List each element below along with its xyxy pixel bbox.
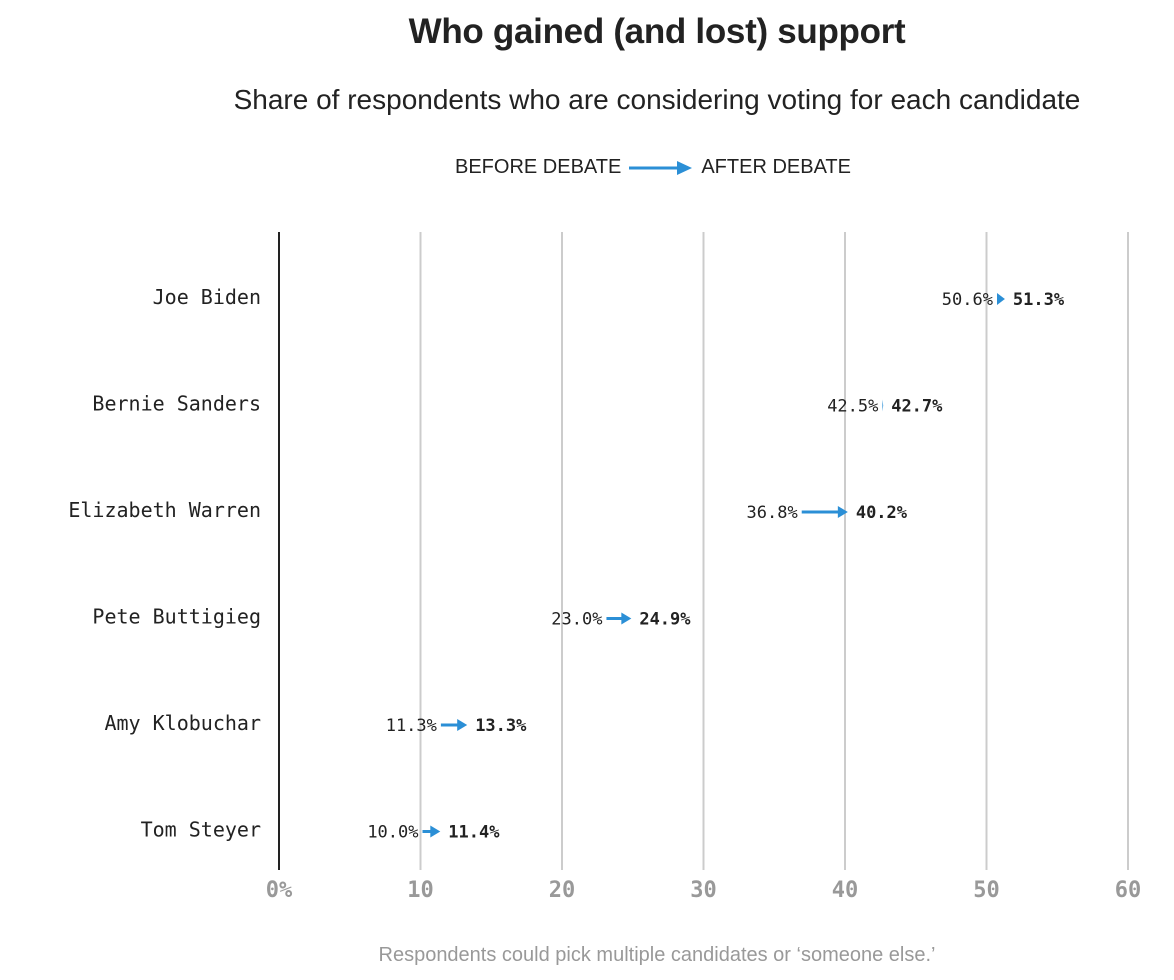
x-tick-label: 30	[690, 878, 717, 903]
x-tick-label: 20	[549, 878, 576, 903]
x-tick-label: 50	[973, 878, 1000, 903]
arrow-head	[430, 825, 441, 838]
category-label: Elizabeth Warren	[68, 498, 261, 522]
x-tick-label: 10	[407, 878, 434, 903]
arrow-head	[882, 399, 884, 412]
category-label: Tom Steyer	[141, 818, 261, 842]
legend-before-label: BEFORE DEBATE	[455, 156, 622, 178]
arrow-head	[621, 612, 632, 625]
legend-after-label: AFTER DEBATE	[701, 156, 851, 178]
chart-footnote: Respondents could pick multiple candidat…	[378, 944, 936, 966]
category-label: Pete Buttigieg	[92, 605, 261, 629]
x-tick-label: 40	[832, 878, 859, 903]
arrow-head	[996, 293, 1005, 305]
after-value-label: 24.9%	[639, 610, 691, 630]
chart-plot: 0% 10 20 30 40 50 60 Joe Biden 50.6% 51.3% Bernie …	[68, 232, 1142, 903]
arrow-head	[837, 506, 848, 518]
after-value-label: 40.2%	[856, 503, 908, 523]
before-value-label: 50.6%	[942, 290, 993, 310]
after-value-label: 51.3%	[1013, 290, 1065, 310]
category-label: Bernie Sanders	[92, 392, 261, 416]
before-value-label: 23.0%	[551, 610, 602, 630]
category-label: Joe Biden	[153, 285, 261, 309]
after-value-label: 42.7%	[891, 397, 943, 417]
chart-subtitle: Share of respondents who are considering…	[233, 84, 1081, 115]
chart-title: Who gained (and lost) support	[408, 12, 906, 51]
x-tick-label: 0%	[266, 878, 293, 903]
before-value-label: 42.5%	[827, 397, 878, 417]
x-tick-label: 60	[1115, 878, 1142, 903]
before-value-label: 11.3%	[386, 716, 437, 736]
arrow-head	[457, 719, 468, 731]
before-value-label: 10.0%	[367, 823, 418, 843]
category-label: Amy Klobuchar	[104, 711, 261, 735]
after-value-label: 13.3%	[475, 716, 527, 736]
after-value-label: 11.4%	[448, 823, 500, 843]
legend: BEFORE DEBATE AFTER DEBATE	[0, 156, 1174, 179]
legend-arrow-icon	[629, 160, 693, 175]
before-value-label: 36.8%	[747, 503, 798, 523]
